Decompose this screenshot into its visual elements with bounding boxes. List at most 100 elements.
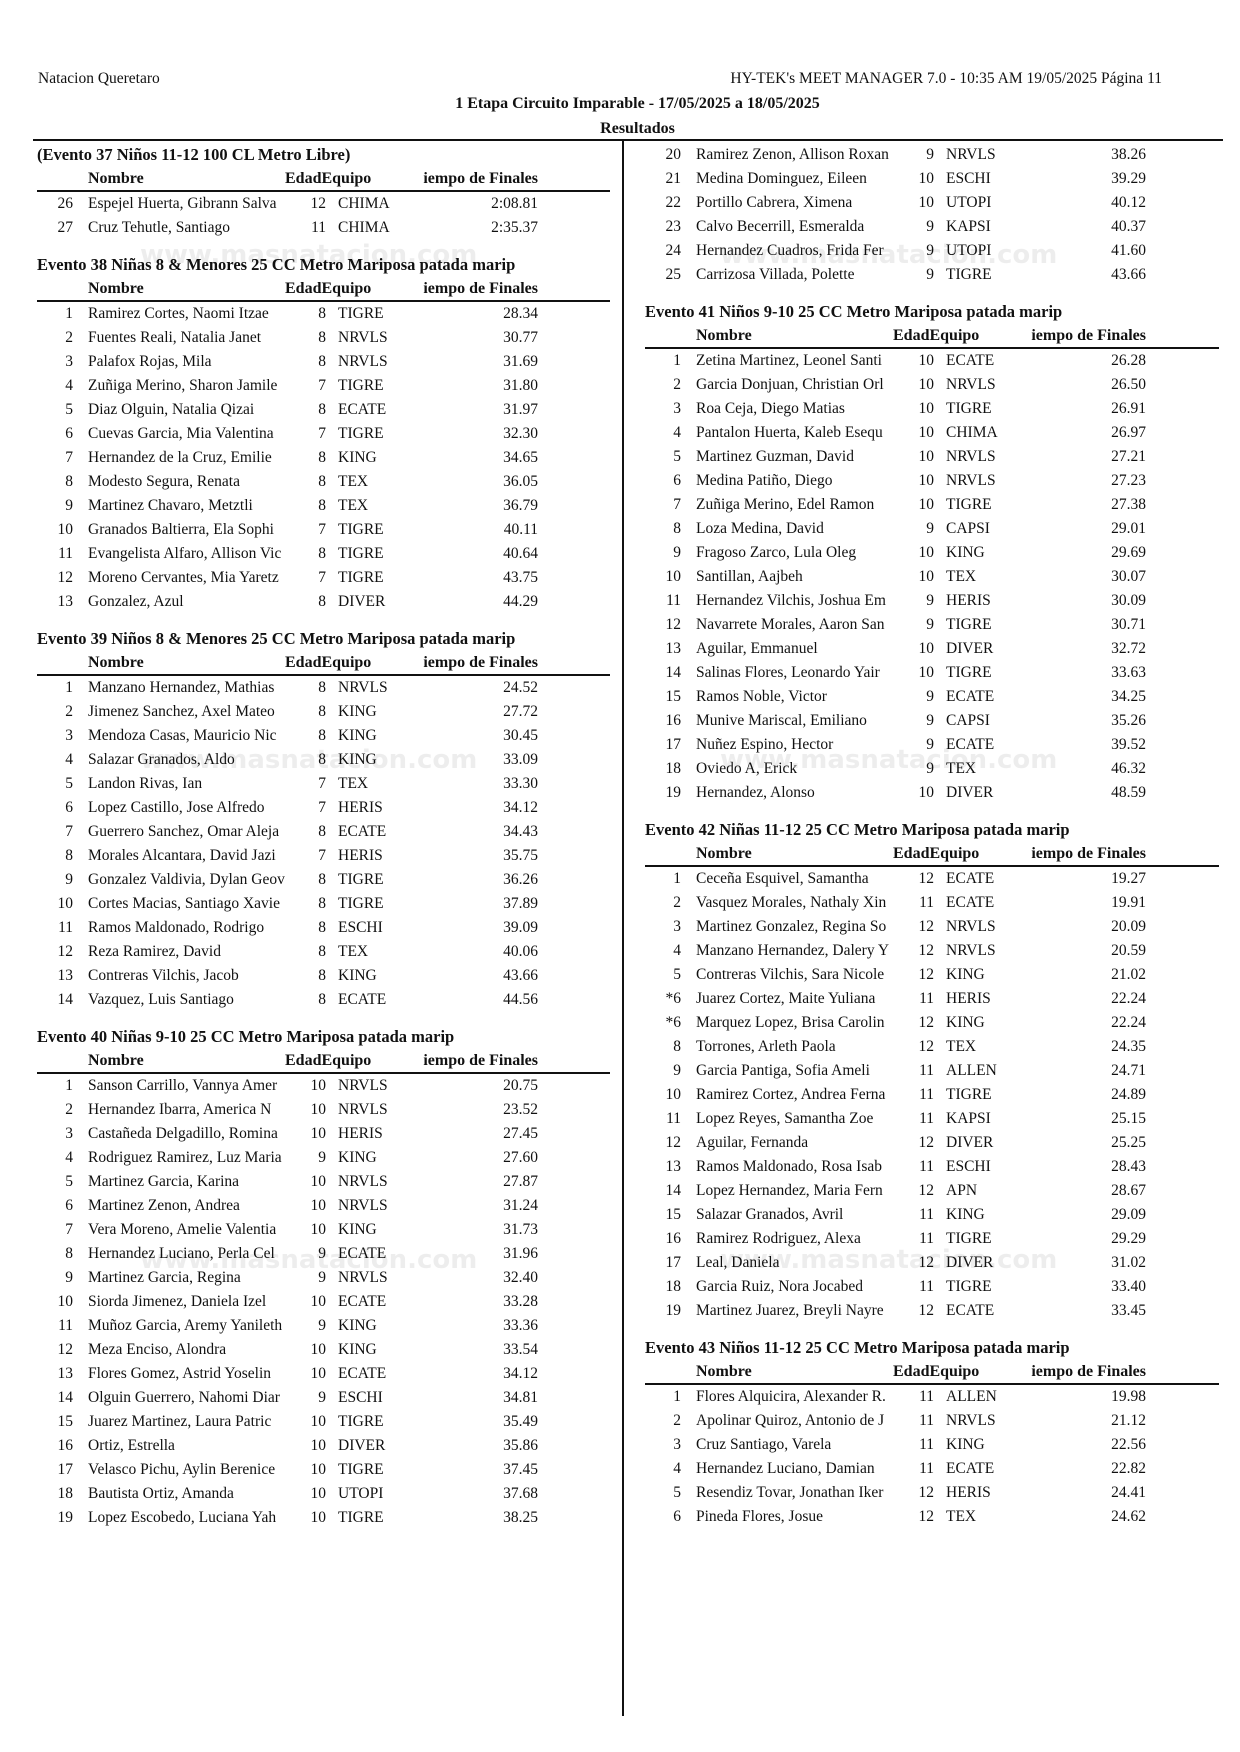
place: 11 <box>666 1110 681 1127</box>
team: UTOPI <box>338 1485 384 1502</box>
final-time: 33.36 <box>503 1317 538 1334</box>
team: TEX <box>338 497 369 514</box>
final-time: 30.71 <box>1111 616 1146 633</box>
age: 11 <box>919 1436 934 1453</box>
age: 12 <box>918 870 935 887</box>
place: 8 <box>673 1038 681 1055</box>
event-title: Evento 38 Niñas 8 & Menores 25 CC Metro … <box>37 255 516 274</box>
final-time: 19.98 <box>1111 1388 1146 1405</box>
place: 4 <box>673 1460 681 1477</box>
result-row: 12 Navarrete Morales, Aaron San 9 TIGRE 30.7… <box>645 613 1219 637</box>
swimmer-name: Ceceña Esquivel, Samantha <box>696 870 869 887</box>
team: KING <box>338 1341 377 1358</box>
place: 4 <box>673 942 681 959</box>
swimmer-name: Modesto Segura, Renata <box>88 473 240 490</box>
age: 8 <box>318 679 326 696</box>
result-row: 15 Salazar Granados, Avril 11 KING 29.09 <box>645 1203 1219 1227</box>
team: TIGRE <box>946 400 992 417</box>
result-row: 4 Hernandez Luciano, Damian 11 ECATE 22.82 <box>645 1457 1219 1481</box>
swimmer-name: Ramos Maldonado, Rosa Isab <box>696 1158 882 1175</box>
place: 18 <box>665 1278 682 1295</box>
place: 4 <box>673 424 681 441</box>
team: KING <box>946 1436 985 1453</box>
team: ALLEN <box>946 1062 997 1079</box>
final-time: 33.28 <box>503 1293 538 1310</box>
final-time: 35.26 <box>1111 712 1146 729</box>
swimmer-name: Gonzalez, Azul <box>88 593 184 610</box>
event-section: Evento 43 Niños 11-12 25 CC Metro Maripo… <box>645 1336 1219 1529</box>
place: 14 <box>665 1182 682 1199</box>
swimmer-name: Aguilar, Emmanuel <box>696 640 818 657</box>
swimmer-name: Salazar Granados, Avril <box>696 1206 844 1223</box>
result-row: 2 Jimenez Sanchez, Axel Mateo 8 KING 27.72 <box>37 700 610 724</box>
result-row: 8 Modesto Segura, Renata 8 TEX 36.05 <box>37 470 610 494</box>
final-time: 32.30 <box>503 425 538 442</box>
age: 12 <box>918 918 935 935</box>
swimmer-name: Velasco Pichu, Aylin Berenice <box>88 1461 276 1478</box>
team: CHIMA <box>338 195 390 212</box>
final-time: 24.52 <box>503 679 538 696</box>
age: 9 <box>926 242 934 259</box>
final-time: 28.43 <box>1111 1158 1146 1175</box>
swimmer-name: Cruz Santiago, Varela <box>696 1436 832 1453</box>
final-time: 27.60 <box>503 1149 538 1166</box>
swimmer-name: Contreras Vilchis, Sara Nicole <box>696 966 885 983</box>
age: 7 <box>318 847 326 864</box>
result-row: 24 Hernandez Cuadros, Frida Fer 9 UTOPI 41.6… <box>645 239 1219 263</box>
place: 8 <box>65 1245 73 1262</box>
age: 10 <box>310 1437 327 1454</box>
final-time: 34.12 <box>503 1365 538 1382</box>
result-row: 17 Velasco Pichu, Aylin Berenice 10 TIGRE 37… <box>37 1458 610 1482</box>
place: 15 <box>665 688 682 705</box>
age: 11 <box>919 1388 934 1405</box>
result-row: 16 Ortiz, Estrella 10 DIVER 35.86 <box>37 1434 610 1458</box>
swimmer-name: Cuevas Garcia, Mia Valentina <box>88 425 274 442</box>
result-row: 17 Nuñez Espino, Hector 9 ECATE 39.52 <box>645 733 1219 757</box>
swimmer-name: Evangelista Alfaro, Allison Vic <box>88 545 282 562</box>
age: 8 <box>318 703 326 720</box>
final-time: 40.11 <box>503 521 538 538</box>
swimmer-name: Ortiz, Estrella <box>88 1437 175 1454</box>
swimmer-name: Lopez Reyes, Samantha Zoe <box>696 1110 874 1127</box>
team: TIGRE <box>946 1086 992 1103</box>
result-row: 18 Bautista Ortiz, Amanda 10 UTOPI 37.68 <box>37 1482 610 1506</box>
final-time: 2:08.81 <box>491 195 538 212</box>
final-time: 22.82 <box>1111 1460 1146 1477</box>
swimmer-name: Cruz Tehutle, Santiago <box>88 219 230 236</box>
place: 11 <box>58 545 73 562</box>
header-name: Nombre <box>88 654 144 671</box>
place: 20 <box>665 146 682 163</box>
result-row: 14 Vazquez, Luis Santiago 8 ECATE 44.56 <box>37 988 610 1012</box>
team: TIGRE <box>946 1278 992 1295</box>
swimmer-name: Martinez Gonzalez, Regina So <box>696 918 887 935</box>
swimmer-name: Martinez Garcia, Karina <box>88 1173 240 1190</box>
swimmer-name: Medina Dominguez, Eileen <box>696 170 867 187</box>
final-time: 27.45 <box>503 1125 538 1142</box>
final-time: 23.52 <box>503 1101 538 1118</box>
final-time: 39.52 <box>1111 736 1146 753</box>
result-row: 15 Juarez Martinez, Laura Patric 10 TIGRE 35… <box>37 1410 610 1434</box>
result-row: 11 Ramos Maldonado, Rodrigo 8 ESCHI 39.09 <box>37 916 610 940</box>
event-section: Evento 42 Niñas 11-12 25 CC Metro Maripo… <box>645 818 1219 1323</box>
final-time: 40.37 <box>1111 218 1146 235</box>
swimmer-name: Flores Alquicira, Alexander R. <box>696 1388 886 1405</box>
final-time: 40.12 <box>1111 194 1146 211</box>
swimmer-name: Granados Baltierra, Ela Sophi <box>88 521 274 538</box>
place: 5 <box>65 1173 73 1190</box>
place: 9 <box>65 497 73 514</box>
swimmer-name: Siorda Jimenez, Daniela Izel <box>88 1293 267 1310</box>
result-row: 14 Lopez Hernandez, Maria Fern 12 APN 28.67 <box>645 1179 1219 1203</box>
team: KAPSI <box>946 1110 991 1127</box>
place: 2 <box>673 894 681 911</box>
header-time: iempo de Finales <box>423 654 538 671</box>
team: TEX <box>338 473 369 490</box>
age: 8 <box>318 593 326 610</box>
final-time: 22.24 <box>1111 1014 1146 1031</box>
result-row: 6 Martinez Zenon, Andrea 10 NRVLS 31.24 <box>37 1194 610 1218</box>
team: DIVER <box>946 1134 994 1151</box>
team: TIGRE <box>338 569 384 586</box>
team: NRVLS <box>946 942 996 959</box>
age: 10 <box>310 1101 327 1118</box>
result-row: 19 Martinez Juarez, Breyli Nayre 12 ECATE 33… <box>645 1299 1219 1323</box>
place: 19 <box>665 1302 682 1319</box>
